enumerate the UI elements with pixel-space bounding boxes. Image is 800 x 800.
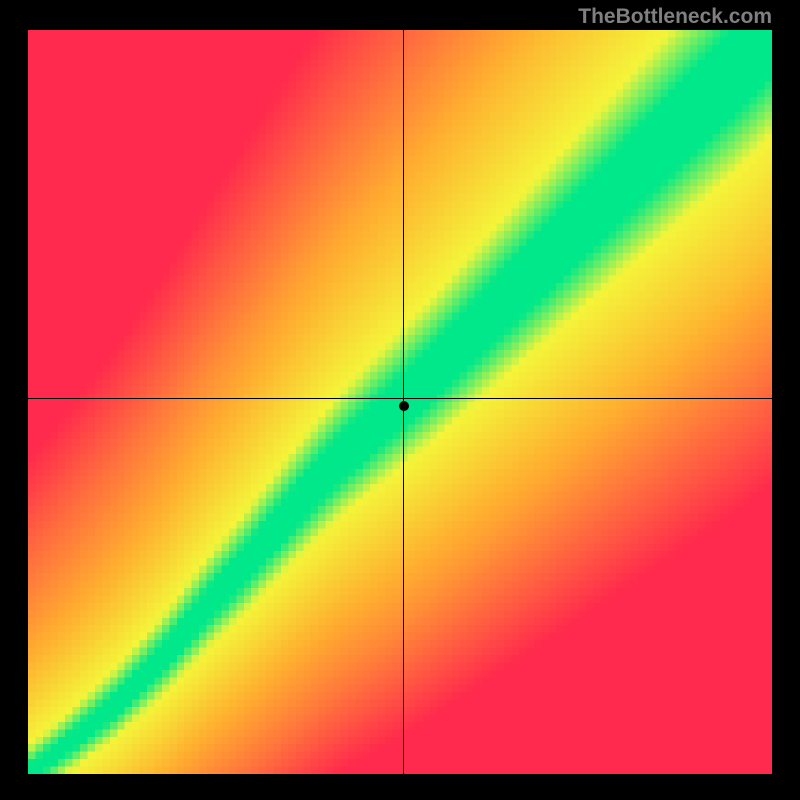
crosshair-horizontal (28, 398, 772, 399)
marker-dot (399, 401, 409, 411)
chart-container: { "attribution": { "text": "TheBottlenec… (0, 0, 800, 800)
attribution-text: TheBottleneck.com (578, 5, 772, 29)
